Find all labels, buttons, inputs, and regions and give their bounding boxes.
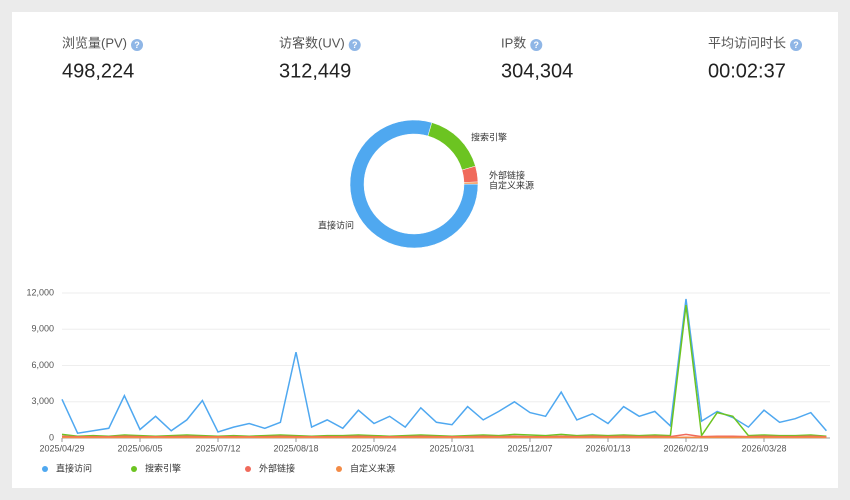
donut-label: 自定义来源	[489, 179, 534, 190]
legend-swatch	[336, 466, 342, 472]
stat-label: 浏览量(PV)	[62, 35, 127, 50]
stat-label: 平均访问时长	[708, 35, 786, 50]
donut-label: 外部链接	[489, 169, 525, 180]
help-icon	[131, 39, 144, 51]
help-icon-text: ?	[793, 40, 799, 50]
stat-value: 304,304	[501, 60, 573, 82]
y-tick-label: 9,000	[31, 324, 54, 334]
legend-label: 自定义来源	[350, 462, 395, 473]
help-icon-text: ?	[134, 40, 140, 50]
x-tick-label: 2025/10/31	[429, 443, 474, 453]
y-tick-label: 3,000	[31, 396, 54, 406]
x-tick-label: 2025/12/07	[507, 443, 552, 453]
series-line	[61, 298, 827, 435]
donut-label: 直接访问	[318, 219, 354, 230]
donut-label: 搜索引擎	[471, 131, 507, 142]
x-tick-label: 2025/04/29	[39, 443, 84, 453]
donut-slice	[463, 181, 479, 185]
y-tick-label: 0	[49, 432, 54, 442]
help-icon	[790, 39, 803, 51]
help-icon	[530, 39, 543, 51]
legend-swatch	[131, 466, 137, 472]
help-icon-text: ?	[352, 40, 358, 50]
x-tick-label: 2025/06/05	[117, 443, 162, 453]
stat-value: 312,449	[279, 60, 351, 82]
x-tick-label: 2025/08/18	[273, 443, 318, 453]
help-icon	[348, 39, 361, 51]
x-tick-label: 2025/07/12	[195, 443, 240, 453]
series-line	[61, 433, 827, 438]
stat-value: 498,224	[62, 60, 134, 82]
donut-slice	[349, 119, 479, 249]
legend-swatch	[245, 466, 251, 472]
stat-label: IP数	[501, 35, 526, 50]
y-tick-label: 6,000	[31, 360, 54, 370]
x-tick-label: 2026/03/28	[741, 443, 786, 453]
legend-label: 直接访问	[56, 462, 92, 473]
legend-label: 搜索引擎	[145, 462, 181, 473]
stat-label: 访客数(UV)	[279, 35, 345, 50]
legend-label: 外部链接	[259, 462, 295, 473]
stat-value: 00:02:37	[708, 60, 786, 82]
x-tick-label: 2026/02/19	[663, 443, 708, 453]
x-tick-label: 2026/01/13	[585, 443, 630, 453]
y-tick-label: 12,000	[26, 287, 54, 297]
legend-swatch	[42, 466, 48, 472]
x-tick-label: 2025/09/24	[351, 443, 396, 453]
series-line	[61, 305, 827, 438]
help-icon-text: ?	[534, 40, 540, 50]
